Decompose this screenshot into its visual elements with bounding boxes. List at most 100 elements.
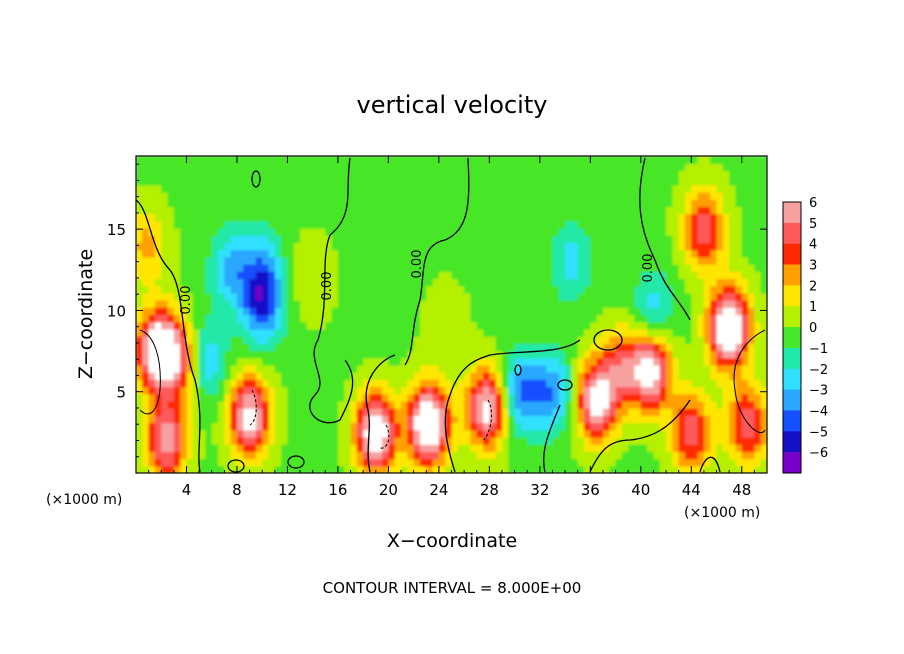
field-cell — [735, 220, 743, 229]
field-cell — [697, 436, 705, 445]
field-cell — [224, 379, 232, 388]
field-cell — [268, 285, 276, 294]
field-cell — [199, 177, 207, 186]
field-cell — [401, 458, 408, 467]
field-cell — [741, 228, 749, 236]
field-cell — [590, 307, 598, 316]
field-cell — [691, 206, 699, 215]
field-cell — [476, 415, 484, 424]
field-cell — [451, 278, 459, 287]
field-cell — [136, 350, 143, 359]
field-cell — [274, 228, 282, 236]
field-cell — [710, 292, 718, 301]
field-cell — [508, 292, 516, 301]
field-cell — [533, 436, 541, 445]
field-cell — [154, 458, 162, 467]
field-cell — [722, 307, 730, 316]
field-cell — [470, 242, 478, 251]
field-cell — [476, 264, 484, 272]
field-cell — [382, 213, 389, 222]
field-cell — [546, 436, 554, 445]
field-cell — [318, 458, 326, 467]
field-cell — [697, 213, 705, 222]
field-cell — [224, 307, 232, 316]
field-cell — [666, 422, 673, 431]
field-cell — [445, 256, 453, 265]
field-cell — [754, 436, 762, 445]
field-cell — [375, 249, 383, 258]
field-cell — [615, 451, 623, 460]
field-cell — [401, 321, 408, 330]
field-cell — [489, 220, 497, 229]
field-cell — [192, 156, 200, 164]
colorbar-swatch — [783, 264, 801, 286]
field-cell — [729, 321, 737, 330]
field-cell — [716, 379, 724, 388]
field-cell — [350, 271, 358, 280]
field-cell — [666, 307, 673, 316]
field-cell — [300, 184, 307, 193]
field-cell — [703, 372, 711, 380]
field-cell — [501, 199, 509, 208]
field-cell — [710, 285, 718, 294]
field-cell — [489, 415, 497, 424]
field-cell — [243, 220, 251, 229]
field-cell — [577, 213, 585, 222]
field-cell — [369, 242, 377, 251]
field-cell — [596, 271, 604, 280]
field-cell — [445, 170, 453, 179]
field-cell — [325, 429, 333, 438]
field-cell — [741, 328, 749, 337]
field-cell — [274, 184, 282, 193]
field-cell — [218, 307, 225, 316]
field-cell — [325, 379, 333, 388]
field-cell — [691, 451, 699, 460]
field-cell — [173, 372, 181, 380]
field-cell — [306, 415, 314, 424]
field-cell — [445, 228, 453, 236]
field-cell — [741, 436, 749, 445]
field-cell — [735, 213, 743, 222]
field-cell — [748, 415, 755, 424]
field-cell — [710, 314, 718, 323]
field-cell — [565, 264, 572, 272]
field-cell — [173, 170, 181, 179]
contour-label: 0.00 — [320, 272, 335, 301]
field-cell — [167, 321, 175, 330]
field-cell — [136, 321, 143, 330]
field-cell — [438, 170, 446, 179]
field-cell — [306, 436, 314, 445]
field-cell — [451, 170, 459, 179]
field-cell — [735, 393, 743, 402]
field-cell — [255, 220, 263, 229]
field-cell — [192, 321, 200, 330]
field-cell — [445, 350, 453, 359]
field-cell — [236, 163, 244, 172]
field-cell — [514, 343, 522, 352]
field-cell — [653, 177, 661, 186]
field-cell — [142, 372, 150, 380]
field-cell — [394, 386, 402, 395]
field-cell — [218, 386, 225, 395]
field-cell — [621, 271, 629, 280]
field-cell — [501, 364, 509, 373]
field-cell — [438, 249, 446, 258]
field-cell — [760, 184, 767, 193]
field-cell — [180, 264, 188, 272]
field-cell — [584, 336, 591, 344]
field-cell — [729, 249, 737, 258]
field-cell — [363, 264, 371, 272]
field-cell — [318, 292, 326, 301]
field-cell — [186, 300, 194, 308]
field-cell — [173, 177, 181, 186]
field-cell — [180, 436, 188, 445]
field-cell — [495, 156, 503, 164]
field-cell — [388, 357, 396, 366]
field-cell — [590, 451, 598, 460]
field-cell — [760, 400, 767, 409]
field-cell — [249, 278, 257, 287]
field-cell — [394, 422, 402, 431]
field-cell — [483, 379, 490, 388]
field-cell — [501, 278, 509, 287]
field-cell — [173, 444, 181, 452]
